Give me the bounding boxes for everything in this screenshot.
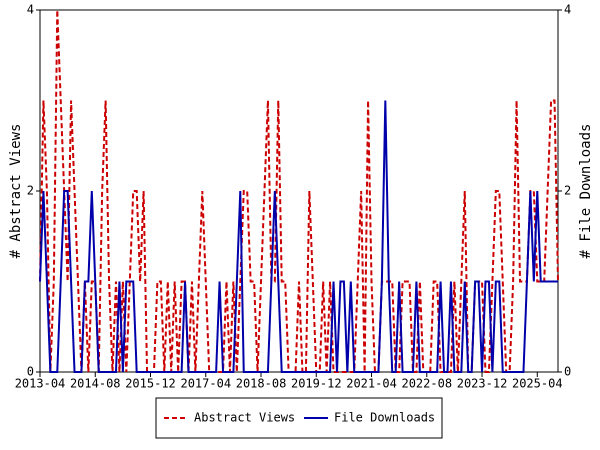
legend-label: Abstract Views	[194, 411, 295, 425]
y2-tick-label: 4	[564, 3, 571, 17]
y2-tick-label: 2	[564, 184, 571, 198]
y-tick-label: 4	[27, 3, 34, 17]
x-tick-label: 2014-08	[70, 377, 121, 391]
y2-tick-label: 0	[564, 365, 571, 379]
data-line	[39, 100, 558, 373]
x-tick-label: 2015-12	[125, 377, 176, 391]
y-axis-label: # Abstract Views	[8, 124, 24, 259]
x-tick-label: 2023-12	[457, 377, 508, 391]
y2-axis-label: # File Downloads	[578, 124, 594, 259]
legend-label: File Downloads	[334, 411, 435, 425]
data-line	[39, 9, 559, 373]
y-tick-label: 0	[27, 365, 34, 379]
legend-box	[155, 397, 443, 439]
x-tick-label: 2019-12	[291, 377, 342, 391]
x-tick-label: 2021-04	[346, 377, 397, 391]
x-tick-label: 2017-04	[180, 377, 231, 391]
x-tick-label: 2018-08	[236, 377, 287, 391]
y-tick-label: 2	[27, 184, 34, 198]
x-tick-label: 2025-04	[512, 377, 563, 391]
x-tick-label: 2013-04	[15, 377, 66, 391]
x-tick-label: 2022-08	[401, 377, 452, 391]
